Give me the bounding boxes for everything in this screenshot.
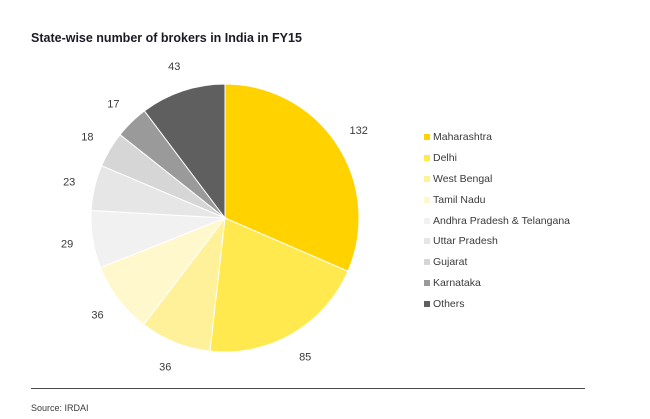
legend-swatch — [424, 300, 430, 307]
legend-label: Andhra Pradesh & Telangana — [433, 214, 570, 227]
legend-label: Maharashtra — [433, 131, 492, 144]
legend-item-maharashtra: Maharashtra — [424, 127, 570, 148]
legend-swatch — [424, 217, 430, 224]
legend-item-others: Others — [424, 293, 570, 314]
legend-label: Tamil Nadu — [433, 193, 486, 206]
legend-item-delhi: Delhi — [424, 148, 570, 169]
slice-value-label-maharashtra: 132 — [350, 125, 368, 137]
pie-slice-maharashtra — [224, 83, 360, 272]
chart-title: State-wise number of brokers in India in… — [31, 31, 302, 45]
slice-value-label-andhra-pradesh-and-telangana: 29 — [61, 239, 73, 251]
legend-swatch — [424, 175, 430, 182]
slice-value-label-tamil-nadu: 36 — [91, 310, 103, 322]
slice-value-label-karnataka: 17 — [107, 98, 119, 110]
legend-label: Karnataka — [433, 276, 481, 289]
legend-item-andhra-pradesh-and-telangana: Andhra Pradesh & Telangana — [424, 210, 570, 231]
pie-slice-others — [143, 83, 226, 220]
divider-line — [31, 388, 585, 389]
slice-value-label-others: 43 — [168, 61, 180, 73]
legend-swatch — [424, 134, 430, 141]
pie-slice-delhi — [209, 217, 349, 353]
legend-swatch — [424, 196, 430, 203]
source-note: Source: IRDAI — [31, 403, 89, 413]
legend-swatch — [424, 155, 430, 162]
legend-label: Delhi — [433, 152, 457, 165]
legend-label: Gujarat — [433, 256, 468, 269]
legend-label: Uttar Pradesh — [433, 235, 498, 248]
legend-item-tamil-nadu: Tamil Nadu — [424, 189, 570, 210]
slice-value-label-gujarat: 18 — [81, 131, 93, 143]
legend-label: West Bengal — [433, 172, 493, 185]
legend-item-karnataka: Karnataka — [424, 273, 570, 294]
slice-value-label-delhi: 85 — [299, 352, 311, 364]
legend-item-uttar-pradesh: Uttar Pradesh — [424, 231, 570, 252]
legend-label: Others — [433, 297, 465, 310]
legend-item-west-bengal: West Bengal — [424, 169, 570, 190]
slice-value-label-uttar-pradesh: 23 — [63, 177, 75, 189]
legend: Maharashtra Delhi West Bengal Tamil Nadu And… — [424, 127, 570, 314]
legend-item-gujarat: Gujarat — [424, 252, 570, 273]
slice-value-label-west-bengal: 36 — [159, 361, 171, 373]
legend-swatch — [424, 279, 430, 286]
legend-swatch — [424, 259, 430, 266]
legend-swatch — [424, 238, 430, 245]
